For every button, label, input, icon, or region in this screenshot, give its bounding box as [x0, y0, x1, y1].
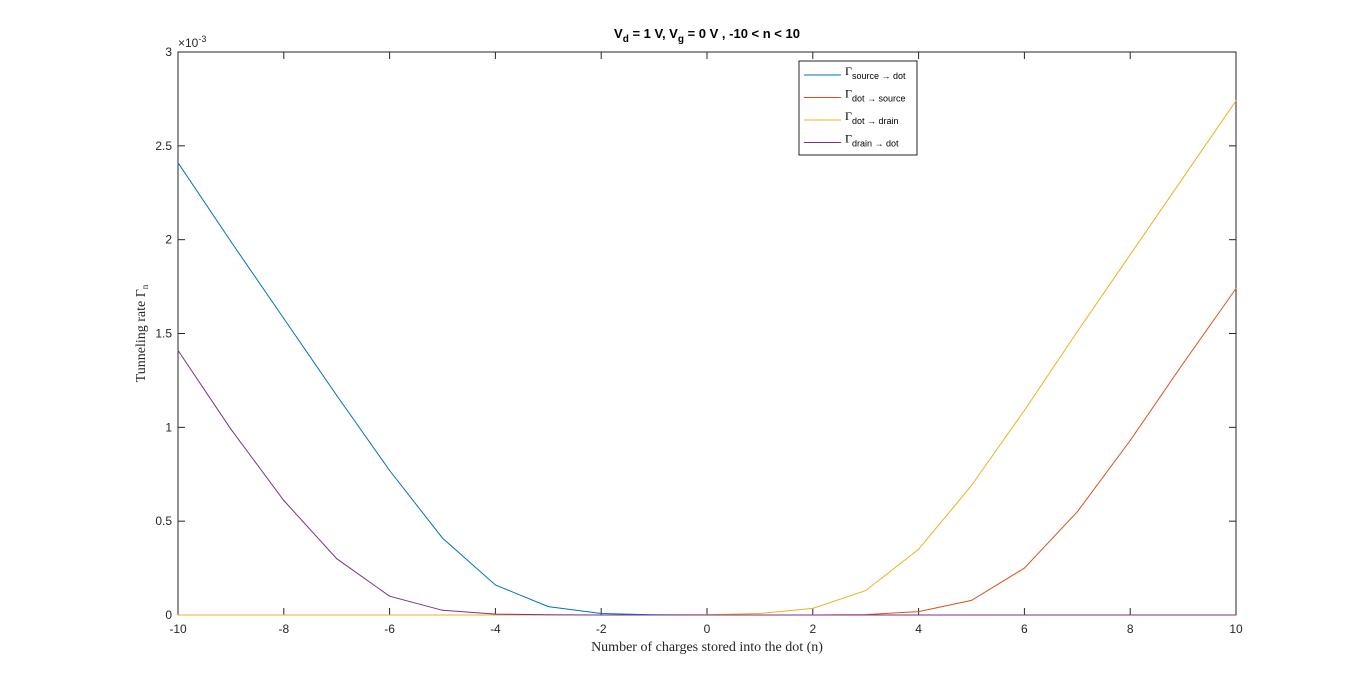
data-point-source-dot [442, 537, 443, 539]
data-point-dot-drain [1129, 254, 1131, 256]
data-point-dot-drain [230, 614, 232, 616]
data-point-dot-drain [1023, 409, 1025, 411]
data-point-dot-source [971, 599, 972, 601]
axis-ticks: -10 -8 -6 -4 -2 0 2 4 6 8 10 0 0.5 1 1.5 2 2.5 3 [155, 45, 1243, 636]
data-point-drain-dot [336, 558, 338, 560]
legend-entry-subscript: dot → source [852, 94, 906, 104]
data-point-dot-drain [918, 548, 920, 550]
data-point-drain-dot [1129, 614, 1131, 616]
y-tick-label: 1.5 [155, 327, 172, 341]
axes-box [177, 51, 1237, 616]
data-point-source-dot [389, 469, 391, 471]
y-axis-exponent: ×10-3 [178, 34, 206, 50]
data-point-dot-drain [865, 590, 867, 592]
data-point-source-dot [336, 394, 338, 396]
legend-entry: Γdrain → dot [845, 132, 899, 149]
data-point-source-dot [494, 584, 496, 586]
data-point-drain-dot [1076, 614, 1078, 616]
data-point-drain-dot [1023, 614, 1025, 616]
series-layer [177, 100, 1237, 616]
data-point-dot-drain [759, 612, 761, 614]
x-tick-label: 10 [1229, 622, 1243, 636]
data-point-drain-dot [600, 614, 602, 616]
chart-title: Vd = 1 V, Vg = 0 V , -10 < n < 10 [614, 26, 800, 45]
y-tick-label: 1 [165, 420, 172, 434]
legend-entry-subscript: source → dot [852, 71, 906, 81]
legend-entry: Γdot → drain [845, 109, 898, 126]
data-point-drain-dot [706, 614, 708, 616]
data-point-drain-dot [971, 614, 972, 616]
x-tick-label: 4 [915, 622, 922, 636]
data-point-dot-drain [812, 607, 814, 609]
y-tick-label: 2.5 [155, 139, 172, 153]
x-tick-label: -6 [384, 622, 395, 636]
data-point-dot-drain [971, 485, 972, 487]
legend-entry-subscript: dot → drain [852, 116, 899, 126]
data-point-dot-drain [336, 614, 338, 616]
y-tick-label: 3 [165, 45, 172, 59]
data-point-dot-drain [283, 614, 285, 616]
legend-box [798, 60, 918, 156]
data-point-dot-drain [1076, 331, 1078, 333]
legend-entry-symbol: Γ [845, 132, 852, 146]
x-tick-label: 8 [1127, 622, 1134, 636]
legend-entry: Γsource → dot [845, 64, 906, 81]
data-point-dot-drain [1182, 177, 1184, 179]
y-tick-label: 2 [165, 233, 172, 247]
data-point-dot-source [918, 611, 920, 613]
x-tick-label: -2 [596, 622, 607, 636]
legend-entry: Γdot → source [845, 87, 905, 104]
data-point-source-dot [547, 606, 549, 608]
legend-entry-symbol: Γ [845, 87, 852, 101]
data-point-drain-dot [547, 614, 549, 616]
data-point-drain-dot [494, 613, 496, 615]
legend-entry-subscript: drain → dot [852, 139, 899, 149]
x-tick-label: -8 [278, 622, 289, 636]
data-point-drain-dot [1182, 614, 1184, 616]
x-tick-label: 2 [809, 622, 816, 636]
plot-area [177, 51, 1237, 616]
data-point-drain-dot [1235, 614, 1237, 616]
legend-entry-symbol: Γ [845, 109, 852, 123]
x-tick-label: 6 [1021, 622, 1028, 636]
data-point-drain-dot [865, 614, 867, 616]
data-point-dot-drain [389, 614, 391, 616]
data-point-dot-source [1129, 439, 1131, 441]
data-point-drain-dot [230, 428, 232, 430]
data-point-dot-source [1076, 511, 1078, 513]
data-point-drain-dot [177, 349, 179, 351]
x-axis-label: Number of charges stored into the dot (n… [591, 640, 823, 655]
data-point-drain-dot [442, 609, 443, 611]
data-point-drain-dot [389, 595, 391, 597]
data-point-dot-drain [442, 614, 443, 616]
data-point-drain-dot [918, 614, 920, 616]
x-tick-label: 0 [704, 622, 711, 636]
data-point-drain-dot [653, 614, 655, 616]
data-point-source-dot [177, 162, 179, 164]
legend-entry-symbol: Γ [845, 64, 852, 78]
data-point-source-dot [283, 317, 285, 319]
data-point-dot-source [1235, 287, 1237, 289]
y-tick-label: 0.5 [155, 514, 172, 528]
data-point-drain-dot [812, 614, 814, 616]
data-point-dot-drain [177, 614, 179, 616]
data-point-dot-source [1182, 363, 1184, 365]
data-point-dot-drain [494, 614, 496, 616]
data-point-drain-dot [759, 614, 761, 616]
data-point-drain-dot [283, 500, 285, 502]
y-tick-label: 0 [165, 608, 172, 622]
data-point-dot-source [1023, 567, 1025, 569]
data-point-source-dot [230, 241, 232, 243]
data-point-dot-drain [1235, 100, 1237, 102]
y-axis-label: Tunneling rate Γn [134, 284, 150, 382]
x-tick-label: -10 [169, 622, 187, 636]
data-point-source-dot [600, 612, 602, 614]
x-tick-label: -4 [490, 622, 501, 636]
